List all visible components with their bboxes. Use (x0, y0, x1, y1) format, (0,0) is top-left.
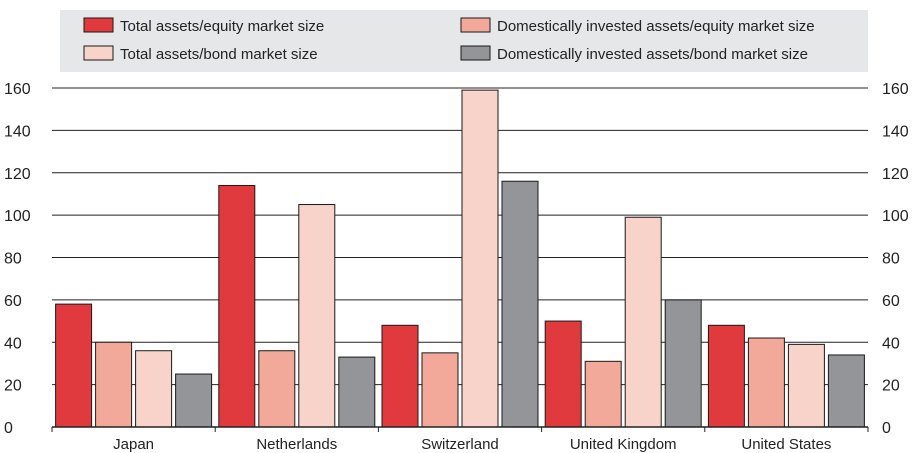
right-y-axis: 0 20 40 60 80 100 120 140 160 (882, 81, 909, 437)
bar (258, 350, 296, 428)
legend-label: Domestically invested assets/bond market… (497, 46, 808, 63)
bar (95, 341, 133, 428)
bar (501, 180, 539, 428)
y-tick-label-right: 20 (882, 378, 900, 395)
x-category-label: United Kingdom (570, 436, 677, 453)
y-tick-label-right: 40 (882, 335, 900, 352)
x-category-label: Japan (113, 436, 154, 453)
y-tick-label-right: 140 (882, 123, 909, 140)
y-tick-label-left: 20 (4, 378, 22, 395)
bar (381, 324, 419, 428)
bar (55, 303, 93, 428)
bar (421, 352, 459, 428)
y-tick-label-left: 0 (4, 420, 13, 437)
legend-swatch (460, 17, 491, 33)
y-tick-label-right: 60 (882, 293, 900, 310)
y-tick-label-right: 80 (882, 251, 900, 268)
bar (707, 324, 745, 428)
y-tick-label-left: 60 (4, 293, 22, 310)
y-tick-label-right: 100 (882, 208, 909, 225)
bar (461, 89, 499, 428)
x-category-label: Switzerland (421, 436, 499, 453)
y-tick-label-right: 0 (882, 420, 891, 437)
bar (135, 350, 173, 428)
legend-label: Total assets/equity market size (120, 18, 324, 35)
bar (338, 356, 376, 428)
legend-label: Domestically invested assets/equity mark… (497, 18, 815, 35)
bar (544, 320, 582, 428)
y-tick-label-right: 120 (882, 166, 909, 183)
y-tick-label-left: 160 (4, 81, 31, 98)
x-axis: Japan Netherlands Switzerland United Kingdo… (51, 426, 869, 453)
y-tick-label-left: 120 (4, 166, 31, 183)
bars (55, 89, 865, 428)
bar (747, 337, 785, 428)
bar (664, 299, 702, 428)
x-category-label: Netherlands (256, 436, 337, 453)
legend: Total assets/equity market size Domestica… (83, 17, 815, 63)
gridlines (52, 87, 868, 386)
bar (175, 373, 213, 428)
bar (584, 360, 622, 428)
legend-swatch (460, 45, 491, 61)
legend-label: Total assets/bond market size (120, 46, 318, 63)
legend-swatch (83, 45, 114, 61)
bar (218, 184, 256, 428)
y-tick-label-left: 140 (4, 123, 31, 140)
bar (827, 354, 865, 428)
legend-swatch (83, 17, 114, 33)
bar (298, 204, 336, 428)
y-tick-label-left: 40 (4, 335, 22, 352)
bar (787, 343, 825, 428)
y-tick-label-left: 100 (4, 208, 31, 225)
y-tick-label-right: 160 (882, 81, 909, 98)
y-tick-label-left: 80 (4, 251, 22, 268)
x-category-label: United States (741, 436, 831, 453)
bar (624, 216, 662, 428)
left-y-axis: 0 20 40 60 80 100 120 140 160 (4, 81, 31, 437)
